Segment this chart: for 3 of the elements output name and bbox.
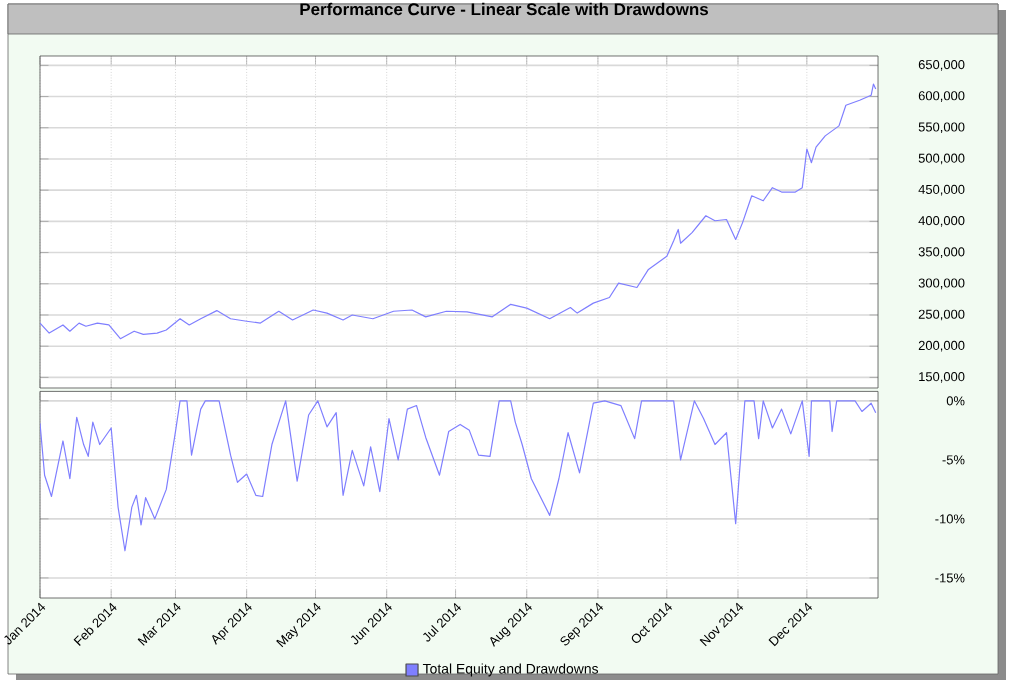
chart-title: Performance Curve - Linear Scale with Drawdowns	[300, 2, 708, 16]
line-series	[40, 400, 877, 552]
line-series	[40, 83, 877, 340]
